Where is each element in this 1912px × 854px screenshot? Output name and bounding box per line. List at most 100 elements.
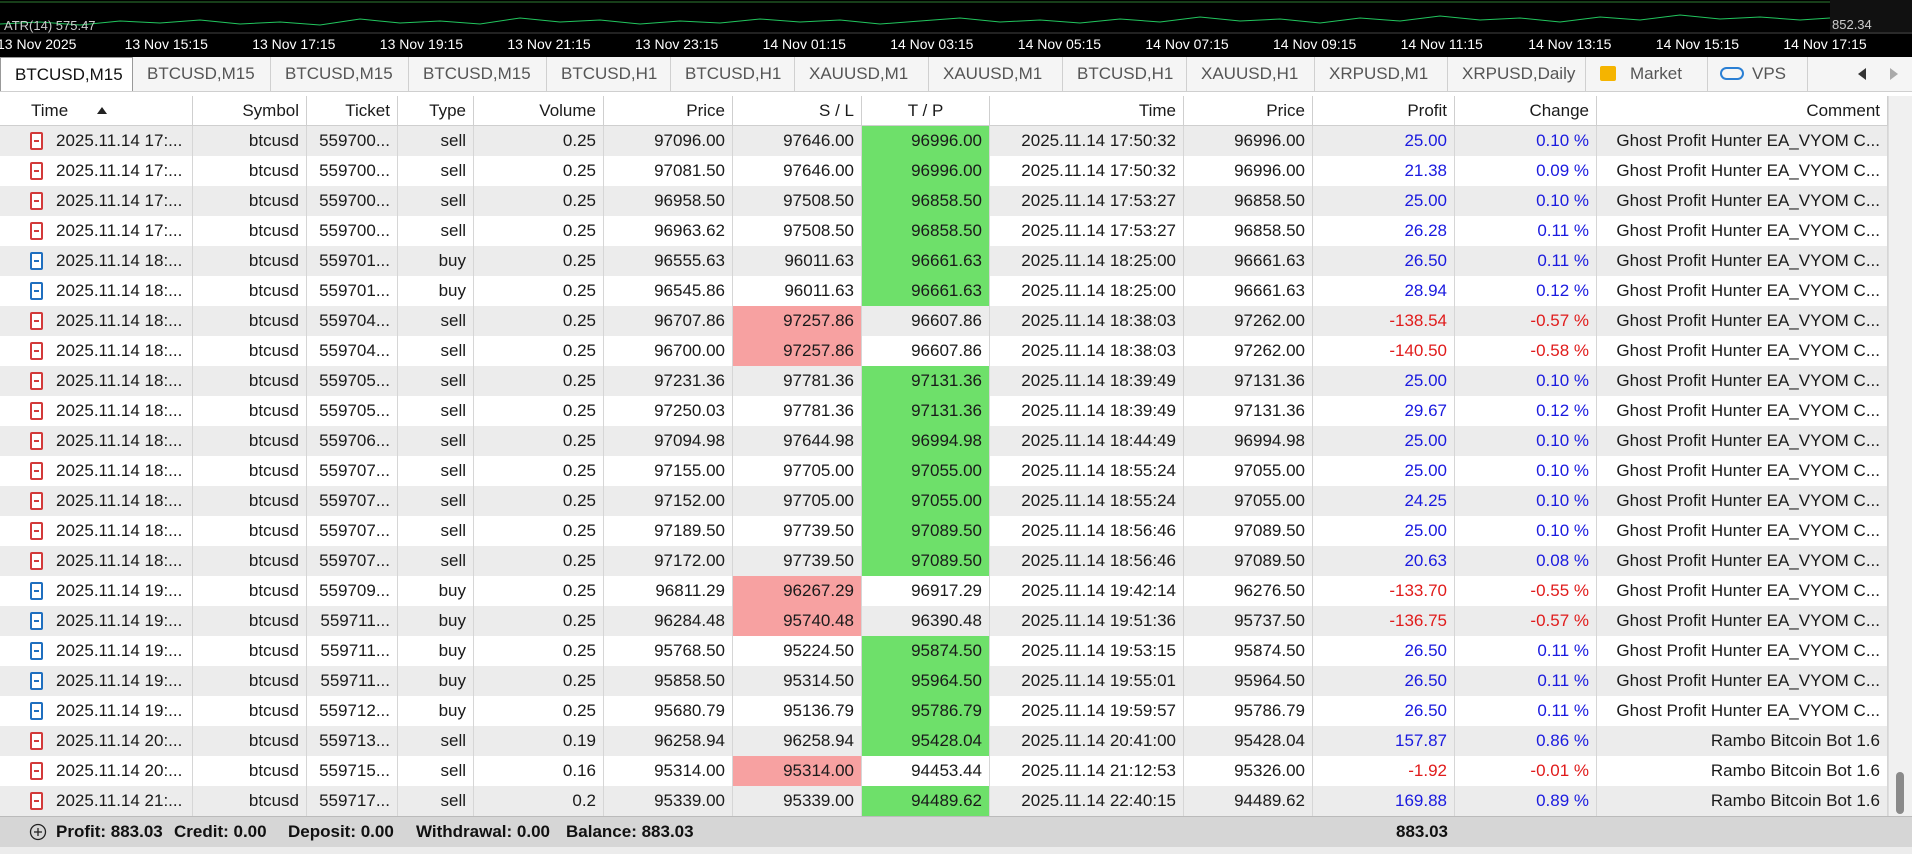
table-cell: -0.55 % bbox=[1455, 576, 1597, 606]
tab-bar bbox=[0, 57, 1912, 92]
table-cell: 96555.63 bbox=[604, 246, 733, 276]
chart-tab[interactable]: BTCUSD,M15 bbox=[409, 57, 547, 91]
table-cell: btcusd bbox=[193, 576, 307, 606]
time-axis-label: 13 Nov 17:15 bbox=[252, 36, 336, 52]
table-cell: Ghost Profit Hunter EA_VYOM C... bbox=[1597, 666, 1888, 696]
column-header[interactable]: Price bbox=[604, 96, 733, 126]
table-cell: 95858.50 bbox=[604, 666, 733, 696]
column-header[interactable]: Type bbox=[398, 96, 474, 126]
chart-tab[interactable]: BTCUSD,M15 bbox=[0, 57, 133, 91]
chart-tab[interactable]: VPS bbox=[1708, 57, 1808, 91]
chart-tab[interactable]: BTCUSD,M15 bbox=[271, 57, 409, 91]
table-cell: 0.2 bbox=[474, 786, 604, 816]
table-cell: 96858.50 bbox=[1184, 216, 1313, 246]
chart-tab[interactable]: XAUUSD,M1 bbox=[929, 57, 1063, 91]
column-header[interactable]: Comment bbox=[1597, 96, 1888, 126]
table-cell: 0.09 % bbox=[1455, 156, 1597, 186]
table-cell: 95224.50 bbox=[733, 636, 862, 666]
scroll-thumb[interactable] bbox=[1896, 772, 1904, 814]
chart-tab[interactable]: XAUUSD,M1 bbox=[795, 57, 929, 91]
table-cell: 0.25 bbox=[474, 396, 604, 426]
table-cell: 0.08 % bbox=[1455, 546, 1597, 576]
table-cell: 97089.50 bbox=[862, 546, 990, 576]
column-header[interactable]: T / P bbox=[862, 96, 990, 126]
column-header[interactable]: Profit bbox=[1313, 96, 1455, 126]
table-cell: 96996.00 bbox=[862, 156, 990, 186]
column-header[interactable]: Ticket bbox=[307, 96, 398, 126]
expand-icon[interactable] bbox=[29, 823, 47, 841]
position-icon-line bbox=[34, 200, 39, 202]
chart-tab[interactable]: BTCUSD,H1 bbox=[1063, 57, 1187, 91]
table-cell: 97094.98 bbox=[604, 426, 733, 456]
column-header[interactable]: Time bbox=[990, 96, 1184, 126]
position-icon-line bbox=[34, 650, 39, 652]
table-cell: 25.00 bbox=[1313, 426, 1455, 456]
table-cell: btcusd bbox=[193, 486, 307, 516]
scrollbar[interactable] bbox=[1888, 96, 1912, 816]
table-cell: -136.75 bbox=[1313, 606, 1455, 636]
chart-tab[interactable]: BTCUSD,H1 bbox=[547, 57, 671, 91]
table-cell: 97646.00 bbox=[733, 126, 862, 156]
table-cell: btcusd bbox=[193, 366, 307, 396]
market-icon bbox=[1600, 66, 1616, 81]
table-cell: sell bbox=[398, 426, 474, 456]
column-header[interactable]: Symbol bbox=[193, 96, 307, 126]
table-cell: 96545.86 bbox=[604, 276, 733, 306]
chart-tab[interactable]: XRPUSD,Daily bbox=[1448, 57, 1586, 91]
table-cell: 559713... bbox=[307, 726, 398, 756]
table-cell: Ghost Profit Hunter EA_VYOM C... bbox=[1597, 456, 1888, 486]
table-cell: 97081.50 bbox=[604, 156, 733, 186]
scroll-right[interactable] bbox=[1890, 68, 1898, 80]
table-row[interactable] bbox=[0, 576, 1888, 606]
chart-tab[interactable]: BTCUSD,H1 bbox=[671, 57, 795, 91]
table-row[interactable] bbox=[0, 606, 1888, 636]
table-cell: 0.25 bbox=[474, 276, 604, 306]
table-cell: 95339.00 bbox=[604, 786, 733, 816]
time-axis-label: 14 Nov 07:15 bbox=[1145, 36, 1229, 52]
table-cell: 95874.50 bbox=[862, 636, 990, 666]
table-cell: sell bbox=[398, 756, 474, 786]
column-header[interactable]: Volume bbox=[474, 96, 604, 126]
table-row[interactable] bbox=[0, 336, 1888, 366]
column-header[interactable]: Time bbox=[24, 96, 193, 126]
chart-tab[interactable]: XAUUSD,H1 bbox=[1187, 57, 1315, 91]
table-cell: 25.00 bbox=[1313, 366, 1455, 396]
table-cell: 0.25 bbox=[474, 456, 604, 486]
table-cell: buy bbox=[398, 276, 474, 306]
table-cell: 2025.11.14 19:... bbox=[24, 606, 193, 636]
time-axis-label: 14 Nov 03:15 bbox=[890, 36, 974, 52]
table-cell: -0.57 % bbox=[1455, 306, 1597, 336]
chart-tab[interactable]: XRPUSD,M1 bbox=[1315, 57, 1448, 91]
table-row[interactable] bbox=[0, 756, 1888, 786]
table-cell: sell bbox=[398, 486, 474, 516]
table-row[interactable] bbox=[0, 306, 1888, 336]
table-cell: 2025.11.14 18:39:49 bbox=[990, 366, 1184, 396]
table-cell: 2025.11.14 22:40:15 bbox=[990, 786, 1184, 816]
chart-tab[interactable]: BTCUSD,M15 bbox=[133, 57, 271, 91]
table-cell: 97644.98 bbox=[733, 426, 862, 456]
table-cell: 95314.00 bbox=[604, 756, 733, 786]
position-icon-line bbox=[34, 470, 39, 472]
column-header[interactable]: Price bbox=[1184, 96, 1313, 126]
column-header[interactable]: Change bbox=[1455, 96, 1597, 126]
table-cell: 97705.00 bbox=[733, 486, 862, 516]
table-cell: 95339.00 bbox=[733, 786, 862, 816]
table-cell: 559701... bbox=[307, 276, 398, 306]
table-cell: 97089.50 bbox=[1184, 516, 1313, 546]
table-cell: 97055.00 bbox=[1184, 486, 1313, 516]
column-header[interactable]: S / L bbox=[733, 96, 862, 126]
table-cell: 2025.11.14 20:... bbox=[24, 726, 193, 756]
table-cell: 95874.50 bbox=[1184, 636, 1313, 666]
chart-tab[interactable]: Market bbox=[1586, 57, 1708, 91]
table-cell: 2025.11.14 19:59:57 bbox=[990, 696, 1184, 726]
table-cell: 96276.50 bbox=[1184, 576, 1313, 606]
scroll-left[interactable] bbox=[1858, 68, 1866, 80]
table-cell: 2025.11.14 18:... bbox=[24, 366, 193, 396]
table-cell: 96963.62 bbox=[604, 216, 733, 246]
table-cell: btcusd bbox=[193, 216, 307, 246]
table-cell: 559704... bbox=[307, 306, 398, 336]
table-cell: 2025.11.14 18:38:03 bbox=[990, 306, 1184, 336]
table-cell: 95737.50 bbox=[1184, 606, 1313, 636]
position-icon-line bbox=[34, 770, 39, 772]
table-cell: Ghost Profit Hunter EA_VYOM C... bbox=[1597, 216, 1888, 246]
